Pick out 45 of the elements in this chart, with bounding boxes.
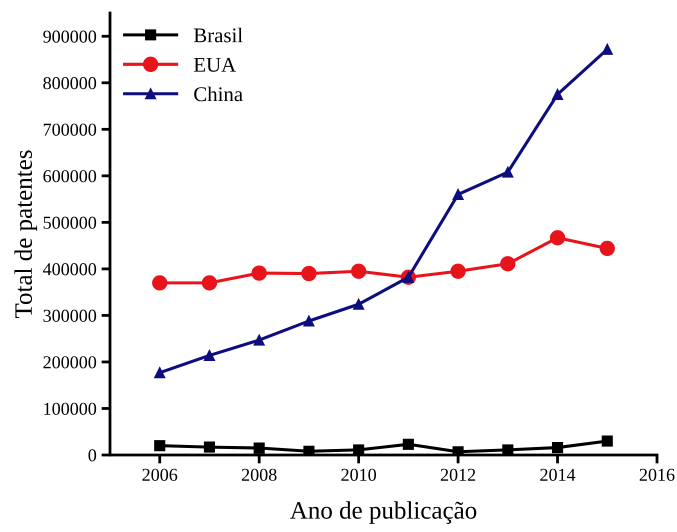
y-tick-label: 800000 — [43, 77, 96, 90]
point — [552, 88, 564, 100]
x-tick-label: 2016 — [640, 468, 675, 481]
x-tick-label: 2014 — [540, 468, 576, 481]
point — [602, 435, 613, 447]
y-tick-label: 100000 — [44, 402, 96, 415]
legend-label: China — [194, 86, 243, 102]
point — [152, 275, 168, 290]
point — [204, 442, 216, 453]
point — [402, 438, 414, 450]
point — [303, 315, 314, 327]
y-tick-label: 300000 — [44, 310, 96, 322]
point — [254, 334, 265, 346]
legend-label: EUA — [194, 58, 236, 72]
y-tick-label: 500000 — [44, 216, 96, 229]
point — [602, 44, 613, 55]
y-tick-label: 200000 — [43, 356, 96, 368]
y-tick-label: 400000 — [42, 263, 96, 276]
point — [154, 440, 166, 452]
point — [204, 350, 216, 361]
point — [600, 240, 615, 256]
point — [254, 442, 265, 454]
x-axis-title: Ano de publicação — [290, 501, 476, 524]
point — [350, 264, 366, 279]
legend-label: Brasil — [194, 28, 243, 42]
point — [252, 265, 267, 281]
x-tick-label: 2006 — [142, 468, 178, 481]
y-tick-label: 900000 — [43, 30, 96, 43]
point — [552, 442, 564, 454]
point — [500, 256, 516, 272]
y-tick-label: 0 — [88, 449, 96, 462]
y-tick-label: 600000 — [43, 170, 96, 182]
point — [301, 266, 317, 282]
y-tick-label: 700000 — [44, 124, 96, 136]
y-axis-title: Total de patentes — [14, 150, 38, 318]
point — [202, 275, 218, 290]
point — [353, 298, 364, 310]
x-tick-label: 2010 — [341, 468, 376, 481]
x-tick-label: 2012 — [440, 468, 476, 481]
point — [452, 188, 464, 200]
point — [502, 166, 514, 178]
x-tick-label: 2008 — [242, 468, 277, 481]
point — [154, 367, 166, 378]
point — [550, 230, 566, 246]
point — [450, 264, 466, 279]
